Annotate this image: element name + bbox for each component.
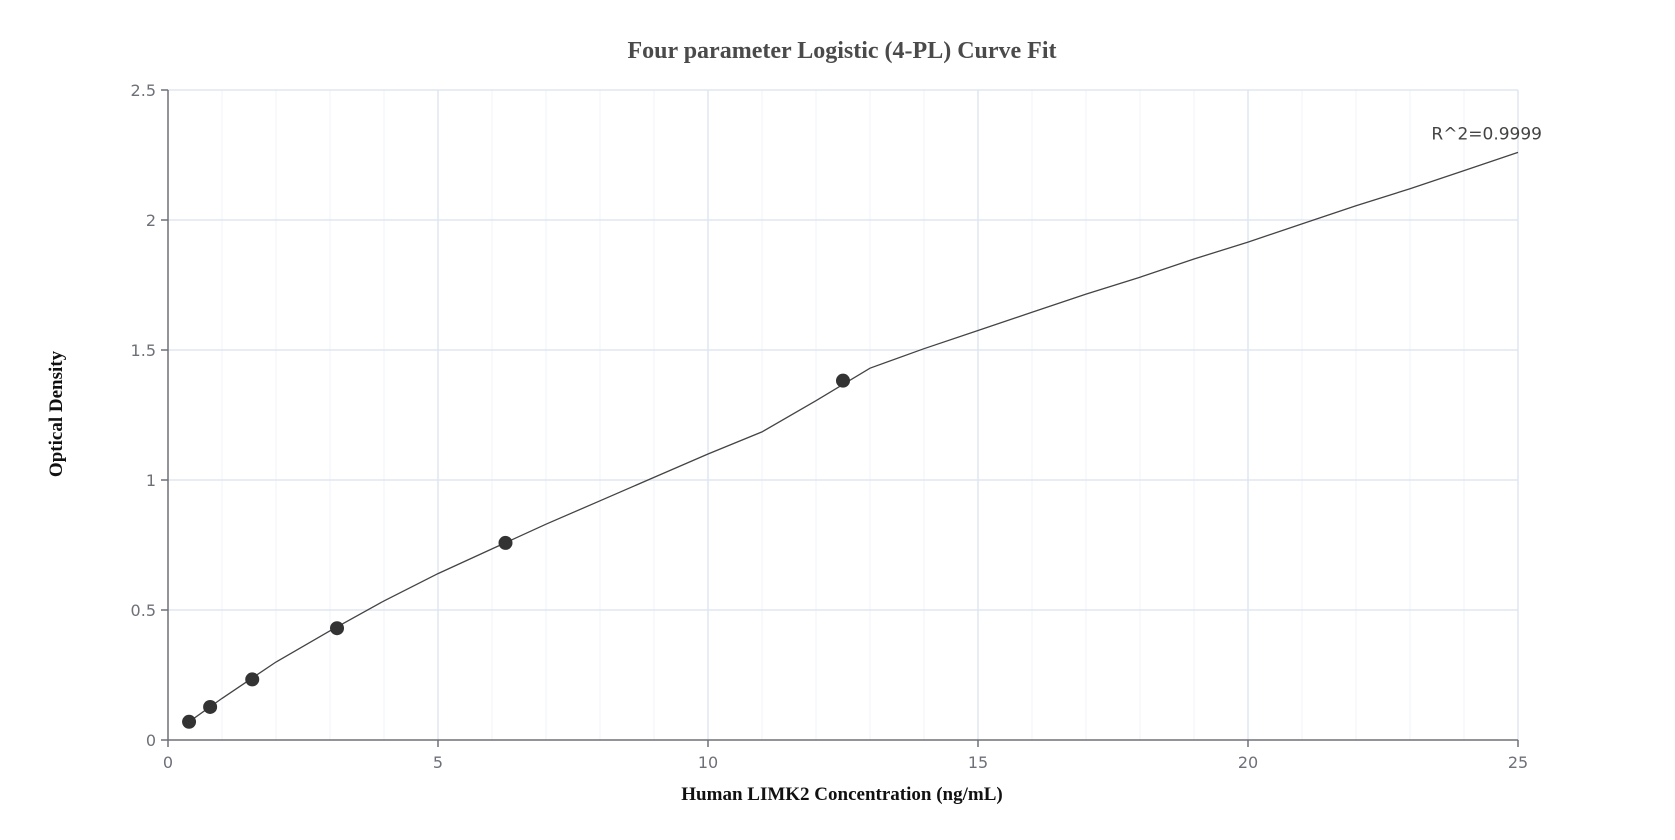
y-tick-label: 1 bbox=[146, 471, 156, 490]
y-axis-label: Optical Density bbox=[46, 350, 67, 477]
y-tick-label: 0.5 bbox=[131, 601, 156, 620]
x-tick-label: 25 bbox=[1508, 753, 1528, 772]
data-points bbox=[182, 373, 850, 729]
x-tick-label: 5 bbox=[433, 753, 443, 772]
data-point bbox=[330, 621, 345, 636]
data-point bbox=[498, 535, 513, 550]
y-tick-label: 2.5 bbox=[131, 81, 156, 100]
chart-title: Four parameter Logistic (4-PL) Curve Fit bbox=[627, 38, 1056, 64]
y-tick-label: 0 bbox=[146, 731, 156, 750]
data-point bbox=[182, 714, 197, 729]
x-tick-label: 10 bbox=[698, 753, 718, 772]
x-axis-ticks: 0 5 10 15 20 25 bbox=[163, 740, 1528, 772]
r-squared-annotation: R^2=0.9999 bbox=[1431, 125, 1542, 145]
y-tick-label: 1.5 bbox=[131, 341, 156, 360]
annotations: R^2=0.9999 bbox=[1431, 125, 1542, 145]
fit-curve-layer bbox=[188, 151, 1519, 723]
axes bbox=[167, 90, 1518, 741]
x-tick-label: 20 bbox=[1238, 753, 1258, 772]
data-point bbox=[245, 672, 260, 687]
x-axis-label: Human LIMK2 Concentration (ng/mL) bbox=[681, 784, 1002, 805]
y-axis-ticks: 0 0.5 1 1.5 2 2.5 bbox=[131, 81, 168, 750]
x-tick-label: 15 bbox=[968, 753, 988, 772]
y-tick-label: 2 bbox=[146, 211, 156, 230]
data-point bbox=[836, 373, 850, 388]
data-point bbox=[203, 699, 218, 714]
fit-curve-line bbox=[188, 151, 1519, 723]
x-tick-label: 0 bbox=[163, 753, 173, 772]
minor-gridlines bbox=[221, 90, 1465, 740]
major-gridlines bbox=[168, 89, 1519, 740]
